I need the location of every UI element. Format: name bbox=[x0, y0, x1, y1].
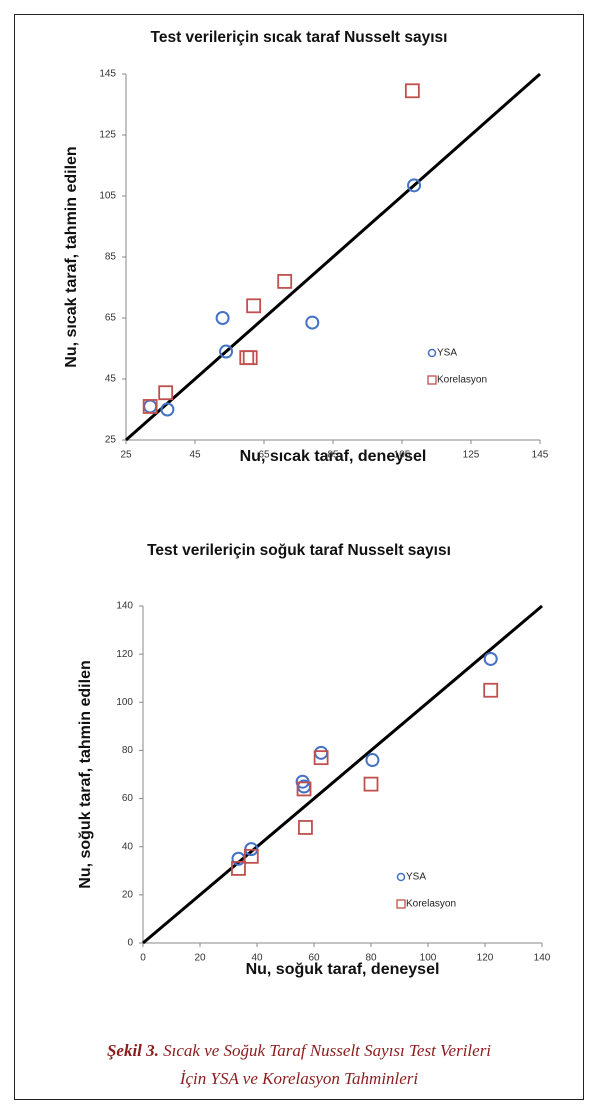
x-tick-label: 85 bbox=[327, 450, 339, 461]
y-tick-label: 120 bbox=[116, 649, 133, 660]
y-tick-label: 0 bbox=[127, 938, 133, 949]
y-tick-label: 40 bbox=[122, 841, 134, 852]
point bbox=[483, 682, 499, 698]
x-tick-label: 20 bbox=[194, 953, 206, 964]
point bbox=[313, 750, 329, 766]
point bbox=[246, 298, 262, 314]
x-tick-label: 45 bbox=[189, 450, 201, 461]
point bbox=[298, 820, 313, 835]
x-tick-label: 65 bbox=[258, 450, 270, 461]
y-tick-label: 65 bbox=[105, 313, 117, 324]
point bbox=[158, 385, 174, 401]
legend-marker bbox=[396, 872, 406, 882]
point bbox=[143, 399, 158, 414]
point bbox=[219, 344, 234, 359]
x-axis-title: Nu, sıcak taraf, deneysel bbox=[240, 448, 427, 465]
y-tick-label: 80 bbox=[122, 745, 134, 756]
x-tick-label: 105 bbox=[394, 450, 411, 461]
point bbox=[243, 848, 259, 864]
point bbox=[239, 350, 255, 366]
x-tick-label: 80 bbox=[365, 953, 377, 964]
x-tick-label: 60 bbox=[308, 953, 320, 964]
y-tick-label: 105 bbox=[99, 191, 116, 202]
legend-marker bbox=[427, 375, 437, 385]
legend-marker bbox=[396, 899, 406, 909]
legend-marker bbox=[427, 348, 437, 358]
x-tick-label: 145 bbox=[532, 450, 549, 461]
x-tick-label: 25 bbox=[120, 450, 132, 461]
caption-line: İçin YSA ve Korelasyon Tahminleri bbox=[179, 1069, 419, 1088]
x-tick-label: 125 bbox=[463, 450, 480, 461]
point bbox=[483, 651, 498, 666]
legend-label: YSA bbox=[406, 872, 426, 883]
legend-label: Korelasyon bbox=[406, 899, 456, 910]
y-tick-label: 125 bbox=[99, 130, 116, 141]
x-tick-label: 0 bbox=[140, 953, 146, 964]
point bbox=[363, 776, 379, 792]
caption-text: Sıcak ve Soğuk Taraf Nusselt Sayısı Test… bbox=[159, 1041, 491, 1060]
point bbox=[314, 745, 329, 760]
y-axis-title: Nu, soğuk taraf, tahmin edilen bbox=[77, 660, 94, 888]
x-tick-label: 100 bbox=[420, 953, 437, 964]
x-tick-label: 120 bbox=[477, 953, 494, 964]
caption-line: Şekil 3. Sıcak ve Soğuk Taraf Nusselt Sa… bbox=[107, 1041, 491, 1060]
x-tick-label: 140 bbox=[534, 953, 551, 964]
point bbox=[407, 178, 422, 193]
x-axis-title: Nu, soğuk taraf, deneysel bbox=[246, 961, 440, 978]
point bbox=[296, 781, 312, 797]
x-tick-label: 40 bbox=[251, 953, 263, 964]
point bbox=[404, 83, 420, 99]
chart-title: Test verileriçin sıcak taraf Nusselt say… bbox=[151, 29, 448, 46]
point bbox=[277, 273, 293, 289]
point bbox=[305, 315, 320, 330]
point bbox=[160, 402, 175, 417]
legend-label: YSA bbox=[437, 348, 457, 359]
point bbox=[231, 860, 246, 876]
identity-line bbox=[125, 72, 541, 442]
chart-title: Test verileriçin soğuk taraf Nusselt say… bbox=[147, 542, 451, 559]
y-tick-label: 100 bbox=[116, 697, 133, 708]
point bbox=[365, 753, 380, 768]
point bbox=[242, 350, 258, 366]
point bbox=[142, 399, 158, 414]
legend-label: Korelasyon bbox=[437, 375, 487, 386]
y-axis-title: Nu, sıcak taraf, tahmin edilen bbox=[63, 146, 80, 367]
y-tick-label: 60 bbox=[122, 793, 134, 804]
y-tick-label: 20 bbox=[122, 889, 134, 900]
caption-label: Şekil 3. bbox=[107, 1041, 159, 1060]
y-tick-label: 85 bbox=[105, 252, 117, 263]
y-tick-label: 145 bbox=[99, 69, 116, 80]
y-tick-label: 25 bbox=[105, 435, 117, 446]
y-tick-label: 45 bbox=[105, 374, 117, 385]
identity-line bbox=[142, 604, 543, 945]
point bbox=[215, 311, 230, 325]
frame bbox=[14, 14, 584, 1100]
y-tick-label: 140 bbox=[116, 601, 133, 612]
